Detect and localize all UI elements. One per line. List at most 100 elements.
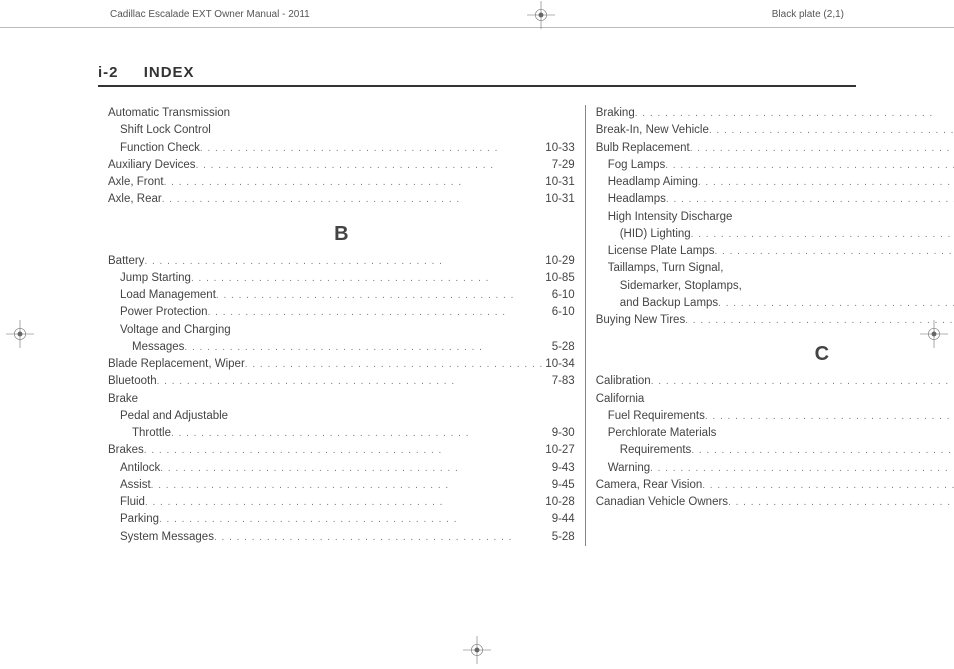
entry-page: 10-85 — [543, 270, 574, 287]
entry-label: Jump Starting — [120, 270, 191, 287]
leader-dots — [200, 140, 543, 157]
index-entry: Throttle9-30 — [108, 425, 575, 442]
entry-label: High Intensity Discharge — [608, 209, 733, 226]
leader-dots — [698, 174, 954, 191]
registration-mark-left-icon — [6, 320, 34, 348]
leader-dots — [650, 460, 954, 477]
index-entry: Bulb Replacement10-39 — [596, 140, 954, 157]
entry-label: Automatic Transmission — [108, 105, 230, 122]
entry-page: 5-28 — [550, 529, 575, 546]
index-column: Automatic TransmissionShift Lock Control… — [98, 105, 585, 546]
entry-label: Bluetooth — [108, 373, 157, 390]
entry-label: (HID) Lighting — [620, 226, 691, 243]
entry-page: 6-10 — [550, 304, 575, 321]
index-entry: Break-In, New Vehicle9-30 — [596, 122, 954, 139]
leader-dots — [691, 226, 954, 243]
index-entry: Antilock9-43 — [108, 460, 575, 477]
index-entry: California — [596, 391, 954, 408]
index-entry: Fluid 10-28 — [108, 494, 575, 511]
index-entry: Canadian Vehicle Ownersiii — [596, 494, 954, 511]
index-entry: Fuel Requirements9-59 — [596, 408, 954, 425]
entry-label: System Messages — [120, 529, 214, 546]
entry-label: Brake — [108, 391, 138, 408]
entry-label: Sidemarker, Stoplamps, — [620, 278, 742, 295]
entry-label: Headlamp Aiming — [608, 174, 698, 191]
leader-dots — [685, 312, 954, 329]
leader-dots — [144, 442, 544, 459]
index-entry: Calibration5-5 — [596, 373, 954, 390]
index-entry: Battery10-29 — [108, 253, 575, 270]
index-column: Braking9-3Break-In, New Vehicle9-30Bulb … — [585, 105, 954, 546]
index-entry: Parking 9-44 — [108, 511, 575, 528]
index-entry: Brake — [108, 391, 575, 408]
index-entry: Sidemarker, Stoplamps, — [596, 278, 954, 295]
registration-mark-right-icon — [920, 320, 948, 348]
entry-label: Canadian Vehicle Owners — [596, 494, 728, 511]
index-entry: (HID) Lighting10-38 — [596, 226, 954, 243]
leader-dots — [171, 425, 550, 442]
index-entry: Brakes 10-27 — [108, 442, 575, 459]
leader-dots — [728, 494, 954, 511]
entry-page: 9-44 — [550, 511, 575, 528]
entry-page: 10-28 — [543, 494, 574, 511]
leader-dots — [691, 442, 954, 459]
leader-dots — [245, 356, 544, 373]
index-entry: Warning10-3 — [596, 460, 954, 477]
registration-mark-top-icon — [527, 1, 555, 29]
index-entry: System Messages 5-28 — [108, 529, 575, 546]
leader-dots — [144, 253, 543, 270]
entry-label: Warning — [608, 460, 650, 477]
leader-dots — [159, 511, 550, 528]
index-entry: Bluetooth7-83 — [108, 373, 575, 390]
index-entry: Pedal and Adjustable — [108, 408, 575, 425]
entry-label: Headlamps — [608, 191, 666, 208]
leader-dots — [690, 140, 954, 157]
index-entry: Shift Lock Control — [108, 122, 575, 139]
index-entry: Blade Replacement, Wiper10-34 — [108, 356, 575, 373]
entry-label: Load Management — [120, 287, 216, 304]
entry-label: Fluid — [120, 494, 145, 511]
entry-label: Fuel Requirements — [608, 408, 705, 425]
index-entry: and Backup Lamps10-38 — [596, 295, 954, 312]
plate-info: Black plate (2,1) — [772, 9, 844, 20]
index-columns: Automatic TransmissionShift Lock Control… — [98, 105, 856, 546]
index-entry: Fog Lamps6-8 — [596, 157, 954, 174]
leader-dots — [651, 373, 954, 390]
entry-label: California — [596, 391, 645, 408]
entry-label: and Backup Lamps — [620, 295, 718, 312]
entry-label: Shift Lock Control — [120, 122, 211, 139]
entry-label: Braking — [596, 105, 635, 122]
index-entry: Camera, Rear Vision9-54 — [596, 477, 954, 494]
entry-label: Assist — [120, 477, 151, 494]
index-entry: Perchlorate Materials — [596, 425, 954, 442]
index-entry: Messages5-28 — [108, 339, 575, 356]
leader-dots — [160, 460, 549, 477]
leader-dots — [635, 105, 954, 122]
entry-page: 9-30 — [550, 425, 575, 442]
leader-dots — [714, 243, 954, 260]
entry-label: Brakes — [108, 442, 144, 459]
index-entry: High Intensity Discharge — [596, 209, 954, 226]
index-entry: Automatic Transmission — [108, 105, 575, 122]
entry-page: 6-10 — [550, 287, 575, 304]
entry-page: 10-29 — [543, 253, 574, 270]
entry-label: Perchlorate Materials — [608, 425, 717, 442]
entry-page: 10-27 — [543, 442, 574, 459]
index-entry: Power Protection6-10 — [108, 304, 575, 321]
leader-dots — [151, 477, 550, 494]
doc-title: Cadillac Escalade EXT Owner Manual - 201… — [110, 9, 310, 20]
leader-dots — [702, 477, 954, 494]
page-title: INDEX — [144, 64, 195, 81]
entry-label: Parking — [120, 511, 159, 528]
entry-label: Blade Replacement, Wiper — [108, 356, 245, 373]
entry-label: Bulb Replacement — [596, 140, 690, 157]
entry-page: 10-31 — [543, 174, 574, 191]
index-entry: Requirements10-3 — [596, 442, 954, 459]
index-entry: Braking9-3 — [596, 105, 954, 122]
leader-dots — [191, 270, 543, 287]
crop-mark-header: Cadillac Escalade EXT Owner Manual - 201… — [0, 0, 954, 28]
section-letter: C — [596, 339, 954, 369]
entry-page: 7-29 — [550, 157, 575, 174]
entry-page: 10-33 — [543, 140, 574, 157]
entry-label: Fog Lamps — [608, 157, 666, 174]
